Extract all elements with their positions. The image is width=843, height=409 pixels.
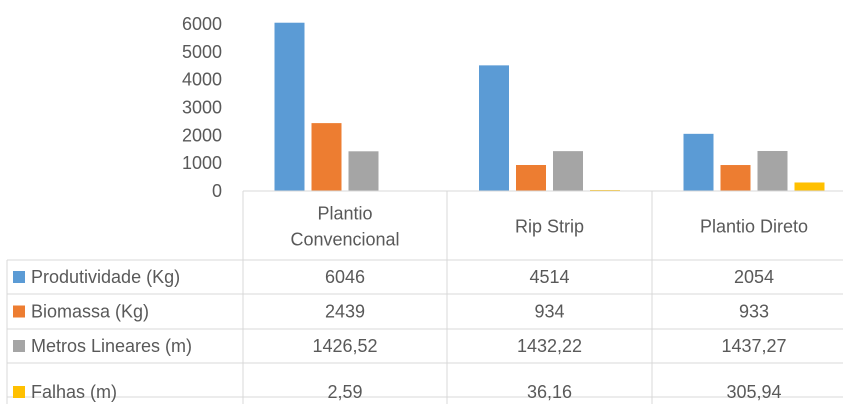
y-tick-label: 1000: [182, 153, 222, 173]
legend-series-name: Biomassa (Kg): [31, 302, 149, 322]
y-tick-label: 5000: [182, 42, 222, 62]
category-label: Rip Strip: [515, 217, 584, 237]
y-tick-label: 0: [212, 181, 222, 201]
table-value: 2054: [734, 267, 774, 287]
bar: [479, 65, 509, 191]
y-tick-label: 6000: [182, 14, 222, 34]
legend-series-name: Produtividade (Kg): [31, 267, 180, 287]
table-value: 6046: [325, 267, 365, 287]
table-value: 1426,52: [312, 336, 377, 356]
y-tick-label: 4000: [182, 70, 222, 90]
bar: [795, 182, 825, 191]
legend-key: [13, 340, 25, 352]
category-label: Plantio Direto: [700, 217, 808, 237]
bar: [516, 165, 546, 191]
legend-key: [13, 271, 25, 283]
bar: [721, 165, 751, 191]
bar: [312, 123, 342, 191]
bar: [684, 134, 714, 191]
bar: [758, 151, 788, 191]
category-label: Plantio: [317, 204, 372, 224]
table-value: 2,59: [327, 382, 362, 402]
y-tick-label: 2000: [182, 125, 222, 145]
category-label: Convencional: [290, 230, 399, 250]
table-value: 2439: [325, 302, 365, 322]
legend-key: [13, 386, 25, 398]
bar: [349, 151, 379, 191]
table-value: 36,16: [527, 382, 572, 402]
y-tick-label: 3000: [182, 98, 222, 118]
bar: [275, 23, 305, 191]
legend-series-name: Falhas (m): [31, 382, 117, 402]
table-value: 305,94: [726, 382, 781, 402]
table-value: 934: [534, 302, 564, 322]
legend-key: [13, 306, 25, 318]
table-value: 1437,27: [721, 336, 786, 356]
legend-series-name: Metros Lineares (m): [31, 336, 192, 356]
bar: [553, 151, 583, 191]
table-value: 1432,22: [517, 336, 582, 356]
table-value: 933: [739, 302, 769, 322]
table-value: 4514: [529, 267, 569, 287]
